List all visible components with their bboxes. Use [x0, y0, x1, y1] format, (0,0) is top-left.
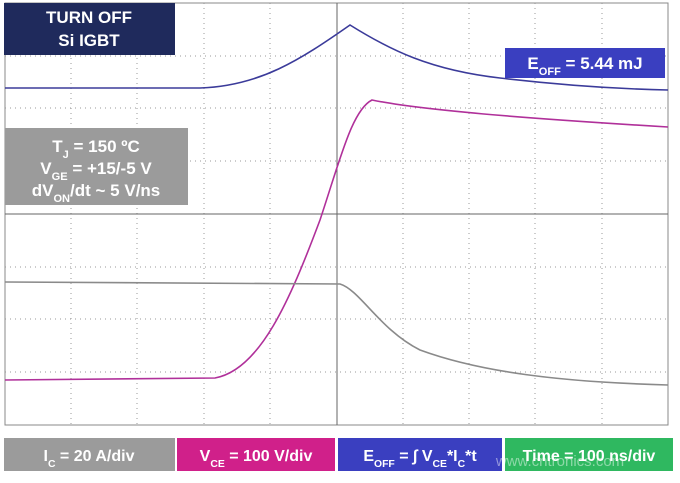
text-run: Time = 100 ns/div: [523, 448, 656, 465]
text-run: = +15/-5 V: [68, 159, 153, 178]
legend-entry: EOFF = ∫ VCE*IC*t: [363, 448, 477, 470]
legend-entry: VCE = 100 V/div: [200, 448, 313, 470]
condition: dVON/dt ~ 5 V/ns: [32, 181, 161, 205]
subscript: ON: [53, 193, 70, 205]
subscript: C: [48, 459, 56, 470]
watermark: www.cntronics.com: [495, 453, 624, 470]
title-line: TURN OFF: [46, 8, 132, 27]
subscript: CE: [210, 459, 225, 470]
subscript: C: [458, 459, 466, 470]
text-run: *I: [447, 448, 458, 465]
energy-trace: [5, 24, 669, 91]
text-run: = 20 A/div: [55, 448, 134, 465]
text-run: V: [40, 159, 52, 178]
vce-trace: [4, 99, 669, 381]
energy-result: EOFF = 5.44 mJ: [527, 54, 642, 78]
text-run: E: [363, 448, 374, 465]
conditions-box: [5, 128, 188, 205]
subscript: J: [63, 149, 69, 161]
title-line: Si IGBT: [58, 31, 120, 50]
subscript: OFF: [374, 459, 395, 470]
title-box: [4, 3, 175, 55]
text-run: = 5.44 mJ: [561, 54, 643, 73]
text-run: E: [527, 54, 538, 73]
energy-box: [505, 48, 665, 78]
text-run: /dt ~ 5 V/ns: [70, 181, 160, 200]
text-run: dV: [32, 181, 54, 200]
ic-trace: [4, 281, 669, 386]
text-run: = 150 ºC: [69, 137, 140, 156]
legend-box: [4, 438, 175, 471]
text-run: = 100 V/div: [225, 448, 313, 465]
text-run: *t: [465, 448, 477, 465]
text-run: V: [200, 448, 211, 465]
subscript: GE: [52, 171, 68, 183]
legend-box: [338, 438, 502, 471]
subscript: OFF: [539, 66, 561, 78]
subscript: CE: [433, 459, 448, 470]
text-run: I: [44, 448, 48, 465]
legend-box: [177, 438, 335, 471]
legend-entry: Time = 100 ns/div: [523, 448, 656, 465]
condition: TJ = 150 ºC: [52, 137, 140, 161]
text-run: T: [52, 137, 63, 156]
legend-box: [505, 438, 673, 471]
legend-entry: IC = 20 A/div: [44, 448, 135, 470]
condition: VGE = +15/-5 V: [40, 159, 152, 183]
text-run: = ∫ V: [395, 448, 433, 465]
